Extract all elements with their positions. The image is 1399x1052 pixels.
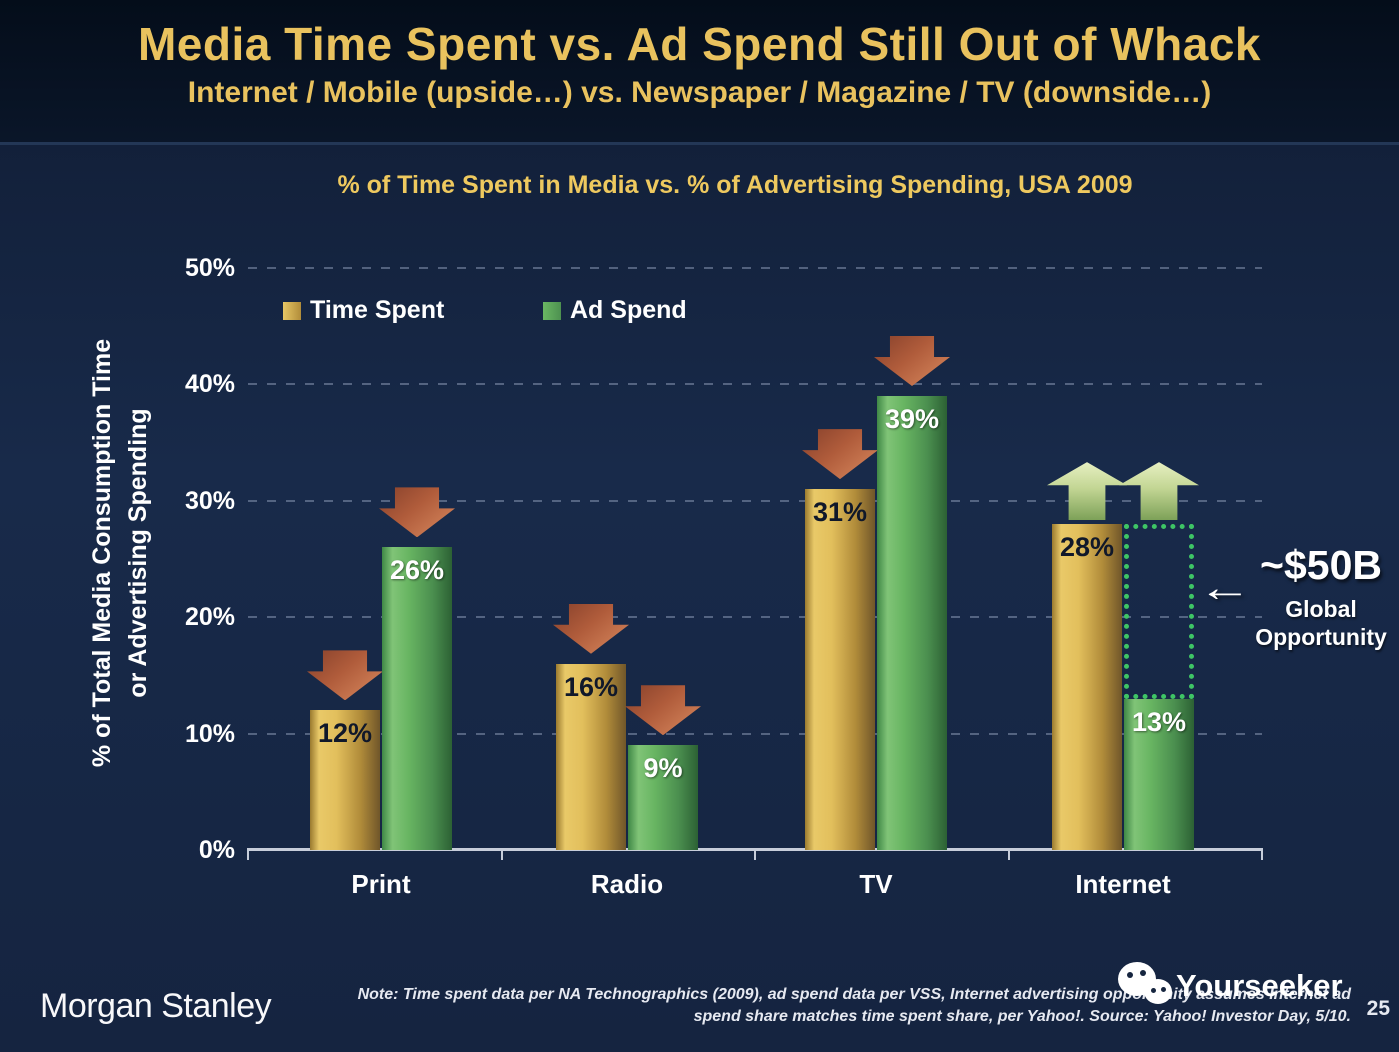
header-band <box>0 0 1399 145</box>
legend-swatch-green <box>543 301 561 320</box>
opportunity-value: ~$50B <box>1260 542 1382 588</box>
legend-label-time-spent: Time Spent <box>310 296 445 324</box>
bar-print-ad-spend: 26% <box>382 547 452 850</box>
legend-item-ad-spend: Ad Spend <box>543 296 687 325</box>
opportunity-label-line1: Global <box>1285 596 1357 622</box>
source-note-line1: Note: Time spent data per NA Technograph… <box>357 986 1351 1003</box>
bar-value-label: 9% <box>643 753 683 784</box>
y-tick-label: 0% <box>198 836 235 864</box>
x-axis-tick <box>1007 848 1010 860</box>
watermark-text: Yourseeker <box>1176 968 1343 1003</box>
legend-item-time-spent: Time Spent <box>283 296 444 325</box>
bar-tv-ad-spend: 39% <box>877 396 947 850</box>
watermark: Yourseeker <box>1116 960 1343 1012</box>
bar-value-label: 16% <box>563 671 619 702</box>
bar-internet-time-spent: 28% <box>1052 524 1122 850</box>
bar-print-time-spent: 12% <box>310 710 380 850</box>
chart-title: % of Time Spent in Media vs. % of Advert… <box>337 171 1133 199</box>
down-arrow-print <box>379 487 455 538</box>
bar-value-label: 13% <box>1131 706 1187 737</box>
y-tick-label: 30% <box>184 486 235 515</box>
bar-radio-ad-spend: 9% <box>628 745 698 850</box>
bar-value-label: 12% <box>317 718 373 749</box>
up-arrow-internet <box>1119 462 1199 521</box>
category-label-tv: TV <box>859 869 893 899</box>
bar-value-label: 26% <box>389 555 445 586</box>
opportunity-label-line2: Opportunity <box>1255 624 1387 650</box>
gridline-50pct <box>248 267 1262 269</box>
bar-value-label: 39% <box>884 404 940 435</box>
y-tick-label: 40% <box>184 370 235 399</box>
down-arrow-tv <box>802 429 878 480</box>
source-note-line2: spend share matches time spent share, pe… <box>693 1008 1351 1025</box>
y-tick-label: 50% <box>184 254 235 282</box>
x-axis-tick <box>500 848 503 860</box>
x-axis-tick <box>247 848 249 860</box>
bar-tv-time-spent: 31% <box>805 489 875 850</box>
x-axis-tick <box>754 848 756 860</box>
bar-radio-time-spent: 16% <box>556 663 626 850</box>
page-number: 25 <box>1366 997 1390 1020</box>
bar-value-label: 31% <box>812 497 868 528</box>
y-tick-label: 20% <box>184 603 235 632</box>
gridline-20pct <box>248 616 1262 619</box>
down-arrow-print <box>307 650 383 701</box>
x-axis-tick <box>1261 848 1263 860</box>
down-arrow-radio <box>553 603 629 654</box>
source-note: Note: Time spent data per NA Technograph… <box>291 984 1351 1028</box>
morgan-stanley-logo: Morgan Stanley <box>40 987 272 1025</box>
down-arrow-tv <box>874 336 950 387</box>
legend-swatch-gold <box>283 301 301 320</box>
category-label-print: Print <box>351 869 411 899</box>
down-arrow-radio <box>625 685 701 736</box>
up-arrow-internet <box>1047 462 1127 521</box>
left-arrow-icon: ← <box>1198 566 1252 610</box>
slide-subtitle: Internet / Mobile (upside…) vs. Newspape… <box>187 76 1212 109</box>
gridline-30pct <box>248 499 1262 502</box>
y-tick-label: 10% <box>184 719 235 748</box>
gridline-10pct <box>248 732 1262 735</box>
bar-internet-ad-spend: 13% <box>1124 698 1194 850</box>
bar-value-label: 28% <box>1059 532 1115 563</box>
slide-title: Media Time Spent vs. Ad Spend Still Out … <box>137 18 1262 70</box>
opportunity-gap-outline <box>1124 524 1194 699</box>
category-label-radio: Radio <box>590 869 664 899</box>
wechat-icon <box>1116 960 1174 1012</box>
legend-label-ad-spend: Ad Spend <box>570 296 687 324</box>
category-label-internet: Internet <box>1075 869 1171 899</box>
gridline-40pct <box>248 383 1262 386</box>
